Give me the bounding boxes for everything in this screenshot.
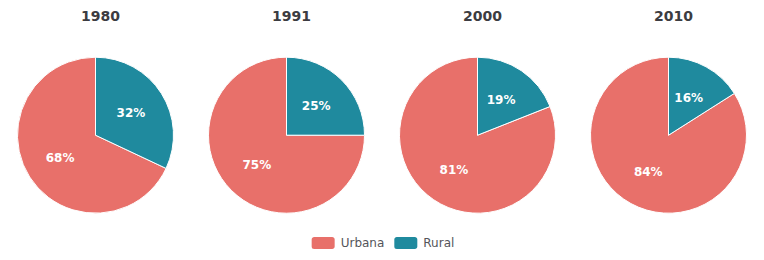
svg-text:84%: 84% [634, 165, 663, 179]
svg-text:1991: 1991 [272, 8, 311, 24]
svg-text:2000: 2000 [463, 8, 502, 24]
svg-text:2010: 2010 [654, 8, 693, 24]
svg-text:75%: 75% [242, 158, 271, 172]
svg-text:16%: 16% [674, 91, 703, 105]
svg-text:Urbana: Urbana [341, 236, 385, 250]
svg-text:Rural: Rural [423, 236, 454, 250]
svg-text:68%: 68% [46, 151, 75, 165]
svg-text:32%: 32% [117, 106, 146, 120]
svg-text:19%: 19% [487, 93, 516, 107]
svg-text:25%: 25% [302, 99, 331, 113]
svg-text:1980: 1980 [81, 8, 120, 24]
svg-text:81%: 81% [440, 163, 469, 177]
